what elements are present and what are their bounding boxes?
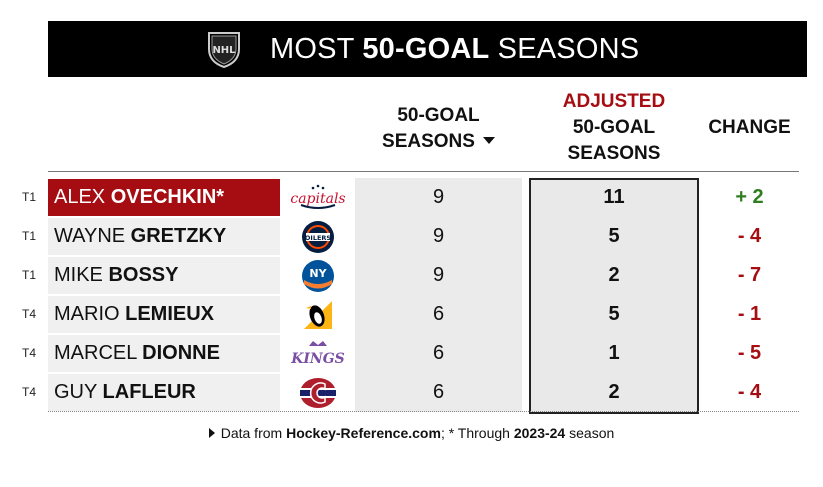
table-bottom-divider (48, 411, 799, 412)
table-row: T4 MARIO LEMIEUX 6 5 - 1 (0, 295, 823, 334)
change-value: + 2 (735, 186, 764, 208)
capitals-logo-icon: capitals (284, 179, 352, 216)
rank-label: T1 (22, 229, 37, 243)
player-name: WAYNE GRETZKY (48, 218, 280, 255)
col-header-change: CHANGE (708, 117, 791, 138)
rank-label: T4 (22, 385, 37, 399)
table-row: T4 MARCEL DIONNE KINGS 6 1 - 5 (0, 334, 823, 373)
adjusted-value: 5 (608, 303, 620, 325)
col-header-adjusted: ADJUSTED 50-GOAL SEASONS (562, 91, 666, 164)
change-value: - 1 (737, 303, 762, 325)
source-footnote: Data from Hockey-Reference.com; * Throug… (0, 425, 823, 441)
player-name: MIKE BOSSY (48, 257, 280, 294)
adjusted-value: 2 (608, 381, 620, 403)
table-row: T1 ALEX OVECHKIN* capitals 9 11 + 2 (0, 178, 823, 217)
adjusted-value: 2 (608, 264, 620, 286)
rank-label: T1 (22, 190, 37, 204)
seasons-value: 6 (432, 303, 445, 325)
penguins-logo-icon (284, 296, 352, 333)
kings-logo-icon: KINGS (284, 335, 352, 372)
chart-title: MOST 50-GOAL SEASONS (270, 33, 640, 65)
col-header-seasons[interactable]: 50-GOAL SEASONS (355, 103, 522, 155)
canadiens-logo-icon (284, 374, 352, 411)
svg-text:NY: NY (309, 267, 327, 280)
change-value: - 5 (737, 342, 762, 364)
title-banner: NHL MOST 50-GOAL SEASONS (48, 21, 807, 77)
table-row: T4 GUY LAFLEUR 6 2 - 4 (0, 373, 823, 412)
nhl-shield-logo-icon: NHL (208, 32, 240, 69)
adjusted-value: 5 (608, 225, 620, 247)
svg-text:NHL: NHL (212, 45, 236, 56)
table-row: T1 WAYNE GRETZKY OILERS 9 5 - 4 (0, 217, 823, 256)
rank-label: T1 (22, 268, 37, 282)
table-row: T1 MIKE BOSSY NY 9 2 - 7 (0, 256, 823, 295)
seasons-value: 9 (432, 225, 445, 247)
player-name: ALEX OVECHKIN* (48, 179, 280, 216)
player-name: GUY LAFLEUR (48, 374, 280, 411)
play-arrow-icon (208, 428, 215, 439)
seasons-value: 6 (432, 381, 445, 403)
seasons-value: 9 (432, 264, 445, 286)
adjusted-value: 11 (603, 186, 625, 208)
rank-label: T4 (22, 346, 37, 360)
adjusted-column-box (529, 178, 699, 414)
player-name: MARIO LEMIEUX (48, 296, 280, 333)
change-value: - 4 (737, 381, 762, 403)
change-value: - 7 (737, 264, 762, 286)
seasons-value: 9 (432, 186, 445, 208)
oilers-logo-icon: OILERS (284, 218, 352, 255)
adjusted-value: 1 (608, 342, 620, 364)
seasons-column-bg (355, 178, 522, 412)
rank-label: T4 (22, 307, 37, 321)
svg-text:OILERS: OILERS (305, 234, 332, 242)
header-divider (48, 171, 799, 172)
svg-text:capitals: capitals (290, 191, 345, 207)
player-name: MARCEL DIONNE (48, 335, 280, 372)
seasons-value: 6 (432, 342, 445, 364)
change-value: - 4 (737, 225, 762, 247)
svg-text:KINGS: KINGS (290, 351, 345, 367)
islanders-logo-icon: NY (284, 257, 352, 294)
sort-desc-icon[interactable] (482, 137, 495, 145)
